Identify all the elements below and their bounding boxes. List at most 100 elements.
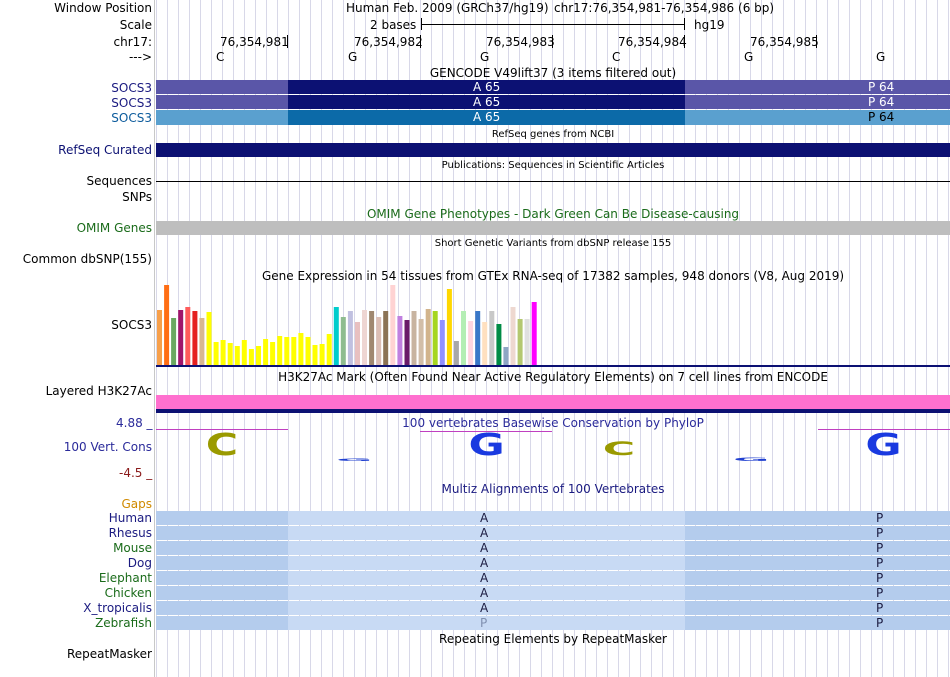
gaps-label[interactable]: Gaps bbox=[121, 497, 152, 511]
refseq-feature[interactable] bbox=[156, 143, 950, 157]
gtex-bar[interactable] bbox=[510, 307, 516, 365]
gtex-bar[interactable] bbox=[234, 346, 240, 365]
gtex-bar[interactable] bbox=[418, 319, 424, 365]
gtex-bar[interactable] bbox=[453, 341, 459, 365]
gtex-label[interactable]: SOCS3 bbox=[111, 318, 152, 332]
gtex-bar[interactable] bbox=[171, 318, 177, 365]
gtex-bar-chart[interactable] bbox=[156, 284, 556, 366]
gtex-bar[interactable] bbox=[199, 318, 205, 365]
gtex-bar[interactable] bbox=[305, 337, 311, 365]
gencode-label-3[interactable]: SOCS3 bbox=[111, 111, 152, 125]
gtex-bar[interactable] bbox=[241, 340, 247, 365]
gtex-bar[interactable] bbox=[220, 340, 226, 365]
gtex-bar[interactable] bbox=[270, 342, 276, 365]
h3k27ac-track-title[interactable]: H3K27Ac Mark (Often Found Near Active Re… bbox=[278, 370, 828, 384]
gtex-bar[interactable] bbox=[531, 302, 537, 365]
gtex-bar[interactable] bbox=[227, 343, 233, 365]
gtex-bar[interactable] bbox=[178, 310, 184, 365]
multiz-species-label[interactable]: Zebrafish bbox=[95, 616, 152, 630]
multiz-species-label[interactable]: Human bbox=[108, 511, 152, 525]
gtex-bar[interactable] bbox=[524, 319, 530, 365]
gencode-track-title[interactable]: GENCODE V49lift37 (3 items filtered out) bbox=[429, 66, 677, 80]
gtex-bar[interactable] bbox=[475, 311, 481, 365]
conservation-logo[interactable]: C G G CG G bbox=[156, 425, 950, 465]
multiz-species-label[interactable]: Elephant bbox=[98, 571, 152, 585]
gtex-bar[interactable] bbox=[263, 339, 269, 365]
conservation-track-title[interactable]: 100 vertebrates Basewise Conservation by… bbox=[402, 416, 704, 430]
multiz-species-label[interactable]: Rhesus bbox=[108, 526, 152, 540]
gtex-bar[interactable] bbox=[432, 311, 438, 365]
gtex-bar[interactable] bbox=[425, 309, 431, 365]
sequences-label[interactable]: Sequences bbox=[86, 174, 152, 188]
gtex-bar[interactable] bbox=[213, 342, 219, 365]
gtex-bar[interactable] bbox=[284, 337, 290, 365]
gtex-bar[interactable] bbox=[468, 321, 474, 365]
position-text[interactable]: chr17:76,354,981-76,354,986 (6 bp) bbox=[554, 1, 775, 15]
gtex-bar[interactable] bbox=[404, 320, 410, 365]
gtex-bar[interactable] bbox=[446, 289, 452, 365]
gtex-bar[interactable] bbox=[312, 345, 318, 365]
gtex-bar[interactable] bbox=[347, 311, 353, 365]
gtex-bar[interactable] bbox=[482, 322, 488, 365]
gtex-bar[interactable] bbox=[461, 311, 466, 365]
gtex-bar[interactable] bbox=[298, 333, 304, 365]
snps-label[interactable]: SNPs bbox=[122, 190, 152, 204]
dbsnp-track-title[interactable]: Short Genetic Variants from dbSNP releas… bbox=[434, 238, 672, 249]
gtex-bar[interactable] bbox=[376, 317, 382, 365]
gtex-bar[interactable] bbox=[256, 346, 261, 365]
multiz-track-title[interactable]: Multiz Alignments of 100 Vertebrates bbox=[441, 482, 665, 496]
publications-track-title[interactable]: Publications: Sequences in Scientific Ar… bbox=[441, 160, 665, 171]
gtex-bar[interactable] bbox=[390, 285, 396, 365]
repeatmasker-label[interactable]: RepeatMasker bbox=[66, 647, 152, 661]
refseq-label[interactable]: RefSeq Curated bbox=[58, 143, 152, 157]
gtex-bar[interactable] bbox=[185, 307, 191, 365]
multiz-species-label[interactable]: X_tropicalis bbox=[83, 601, 152, 615]
gencode-feature-1[interactable]: A 65 P 64 bbox=[156, 80, 950, 94]
gtex-bar[interactable] bbox=[397, 316, 403, 365]
gtex-bar[interactable] bbox=[157, 310, 162, 365]
gtex-track-title[interactable]: Gene Expression in 54 tissues from GTEx … bbox=[261, 269, 845, 283]
h3k27ac-signal[interactable] bbox=[156, 395, 950, 409]
h3k27ac-label[interactable]: Layered H3K27Ac bbox=[45, 384, 152, 398]
gencode-feature-2[interactable]: A 65 P 64 bbox=[156, 95, 950, 109]
gtex-bar[interactable] bbox=[206, 312, 212, 365]
gtex-bar[interactable] bbox=[383, 311, 389, 365]
gtex-bar[interactable] bbox=[411, 311, 417, 365]
gtex-bar[interactable] bbox=[503, 347, 509, 365]
gtex-bar[interactable] bbox=[340, 317, 346, 365]
refseq-track-title[interactable]: RefSeq genes from NCBI bbox=[491, 129, 615, 140]
gtex-bar[interactable] bbox=[489, 311, 495, 365]
repeatmasker-track-title[interactable]: Repeating Elements by RepeatMasker bbox=[439, 632, 667, 646]
gtex-bar[interactable] bbox=[319, 344, 325, 365]
dbsnp-label[interactable]: Common dbSNP(155) bbox=[22, 252, 152, 266]
gtex-bar[interactable] bbox=[362, 310, 367, 365]
omim-track-title[interactable]: OMIM Gene Phenotypes - Dark Green Can Be… bbox=[366, 207, 740, 221]
gtex-bar[interactable] bbox=[355, 322, 360, 365]
gtex-bar[interactable] bbox=[333, 307, 339, 365]
conservation-label[interactable]: 100 Vert. Cons bbox=[63, 440, 152, 454]
gtex-bar[interactable] bbox=[439, 320, 445, 365]
gtex-bar[interactable] bbox=[164, 285, 170, 365]
assembly-text[interactable]: Human Feb. 2009 (GRCh37/hg19) bbox=[346, 1, 549, 15]
gtex-bar[interactable] bbox=[517, 319, 523, 365]
gtex-bar[interactable] bbox=[277, 336, 283, 365]
gtex-bar[interactable] bbox=[369, 311, 375, 365]
multiz-species-label[interactable]: Mouse bbox=[113, 541, 152, 555]
gencode-label-2[interactable]: SOCS3 bbox=[111, 96, 152, 110]
multiz-species-label[interactable]: Chicken bbox=[104, 586, 152, 600]
gtex-bar[interactable] bbox=[496, 324, 502, 365]
gtex-bar[interactable] bbox=[248, 349, 254, 365]
gtex-bar[interactable] bbox=[291, 337, 297, 365]
gtex-bar[interactable] bbox=[192, 311, 198, 365]
omim-feature[interactable] bbox=[156, 221, 950, 235]
gencode-feature-3[interactable]: A 65 P 64 bbox=[156, 110, 950, 125]
gencode-label-1[interactable]: SOCS3 bbox=[111, 81, 152, 95]
